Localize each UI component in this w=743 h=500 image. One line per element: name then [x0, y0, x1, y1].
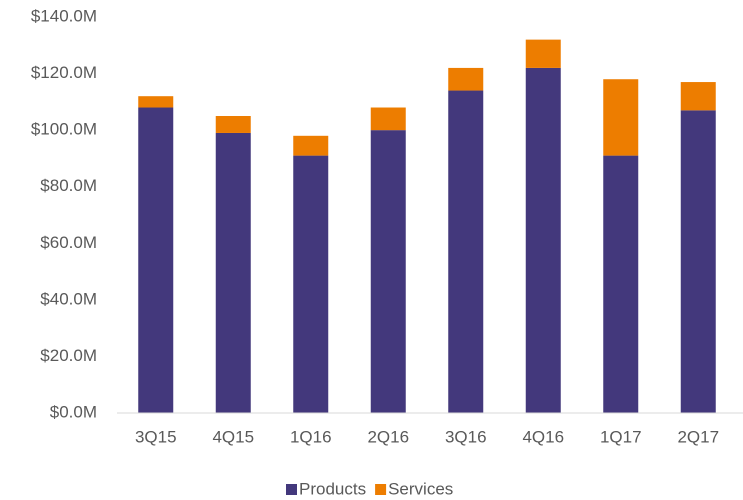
x-tick-label: 3Q16: [445, 427, 487, 446]
bar-segment: [370, 130, 406, 413]
bar-segment: [525, 39, 561, 68]
bar-segment: [448, 90, 484, 414]
legend-swatch: [286, 484, 297, 495]
x-tick-label: 2Q16: [367, 427, 409, 446]
bar-segment: [448, 67, 484, 91]
y-tick-label: $0.0M: [50, 402, 97, 421]
bar-segment: [215, 132, 251, 413]
bar-segment: [138, 96, 174, 108]
y-tick-label: $120.0M: [31, 63, 97, 82]
bar-segment: [293, 135, 329, 156]
y-tick-label: $40.0M: [40, 289, 97, 308]
bar-segment: [525, 67, 561, 414]
x-tick-label: 4Q16: [522, 427, 564, 446]
bar-segment: [603, 155, 639, 413]
bar-segment: [603, 79, 639, 156]
bar-segment: [370, 107, 406, 131]
bar-segment: [680, 82, 716, 111]
x-tick-label: 1Q16: [290, 427, 332, 446]
x-tick-label: 2Q17: [677, 427, 719, 446]
bar-segment: [215, 116, 251, 133]
legend-swatch: [375, 484, 387, 495]
y-tick-label: $100.0M: [31, 120, 97, 139]
legend-label: Services: [388, 479, 453, 498]
bar-segment: [680, 110, 716, 413]
x-tick-label: 4Q15: [212, 427, 254, 446]
bar-segment: [293, 155, 329, 413]
y-tick-label: $60.0M: [40, 233, 97, 252]
x-tick-label: 1Q17: [600, 427, 642, 446]
bar-segment: [138, 107, 174, 413]
y-tick-label: $140.0M: [31, 6, 97, 25]
y-tick-label: $20.0M: [40, 346, 97, 365]
legend-label: Products: [299, 479, 366, 498]
y-tick-label: $80.0M: [40, 176, 97, 195]
x-tick-label: 3Q15: [135, 427, 177, 446]
